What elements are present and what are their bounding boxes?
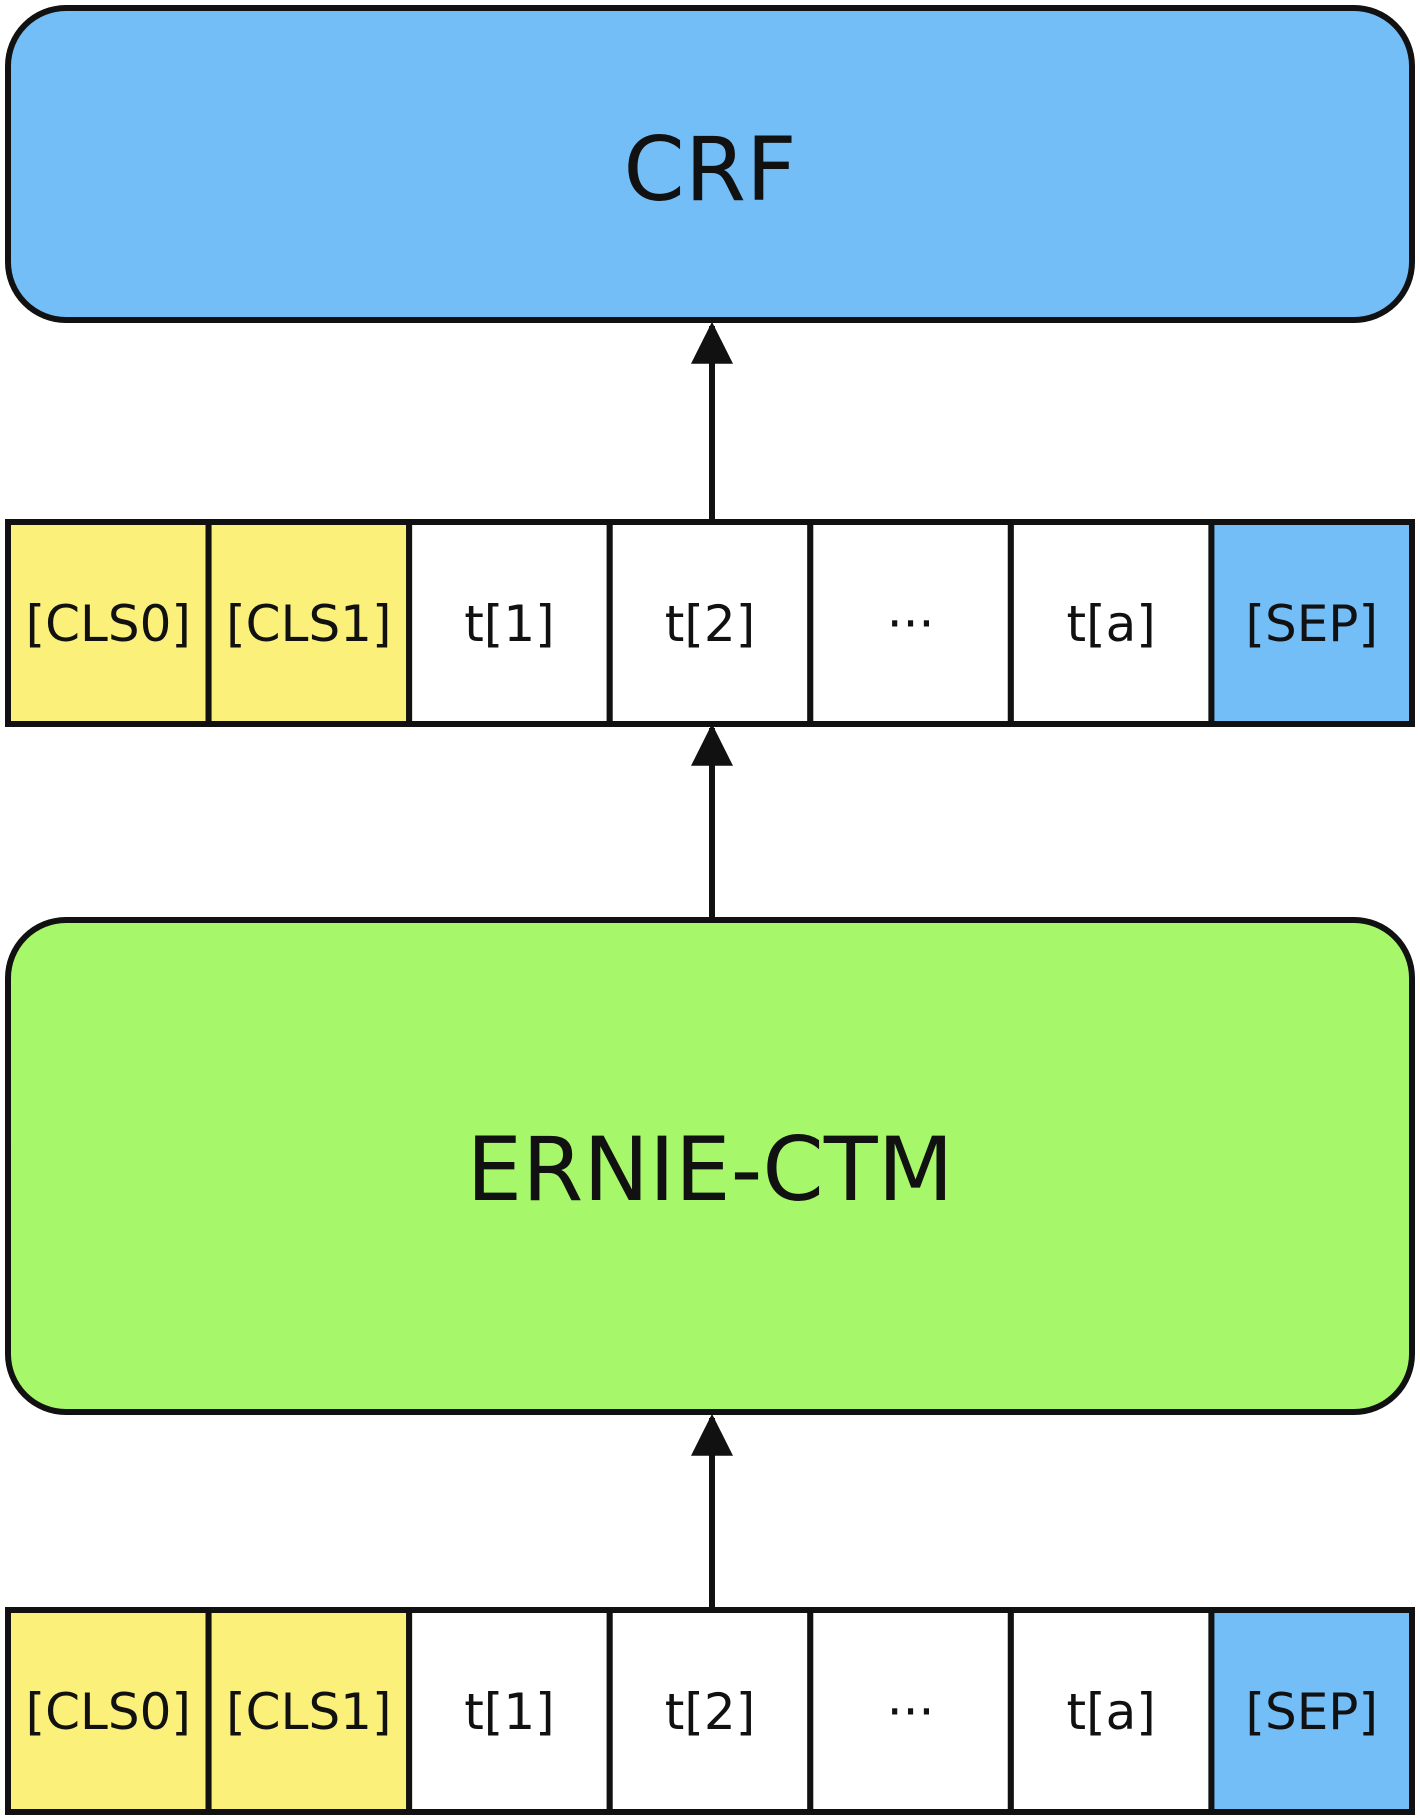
input-token-label: ··· bbox=[887, 1683, 935, 1741]
output-token-box bbox=[1007, 519, 1215, 727]
output-token-label: [CLS0] bbox=[26, 595, 191, 653]
input-token-cell: t[1] bbox=[406, 1607, 613, 1815]
input-token-cell: [CLS1] bbox=[205, 1607, 413, 1815]
input-token-label: t[a] bbox=[1067, 1683, 1156, 1741]
input-token-label: t[2] bbox=[665, 1683, 755, 1741]
input-token-label: t[1] bbox=[464, 1683, 554, 1741]
output-token-cell: t[a] bbox=[1007, 519, 1215, 727]
output-token-cell: [CLS0] bbox=[5, 519, 212, 727]
input-token-label: [CLS1] bbox=[226, 1683, 391, 1741]
crf-block-label: CRF bbox=[623, 118, 796, 221]
output-token-label: t[2] bbox=[665, 595, 755, 653]
output-token-label: [SEP] bbox=[1245, 595, 1378, 653]
input-token-box bbox=[1208, 1607, 1416, 1815]
input-token-cell: [CLS0] bbox=[5, 1607, 212, 1815]
input-token-cell: [SEP] bbox=[1208, 1607, 1416, 1815]
output-token-label: t[1] bbox=[464, 595, 554, 653]
ernie-ctm-block: ERNIE-CTM bbox=[5, 917, 1415, 1415]
output-token-label: ··· bbox=[887, 595, 935, 653]
output-token-cell: [CLS1] bbox=[205, 519, 413, 727]
output-token-box bbox=[406, 519, 613, 727]
input-token-sequence: [CLS0] [CLS1] t[1] t[2] ··· t[a] [SEP] bbox=[5, 1607, 1416, 1815]
input-token-label: [SEP] bbox=[1245, 1683, 1378, 1741]
output-token-box bbox=[205, 519, 413, 727]
ernie-ctm-block-box bbox=[5, 917, 1415, 1415]
output-token-box bbox=[1208, 519, 1416, 727]
output-token-cell: t[2] bbox=[606, 519, 814, 727]
output-token-cell: ··· bbox=[807, 519, 1014, 727]
output-token-label: [CLS1] bbox=[226, 595, 391, 653]
input-token-box bbox=[205, 1607, 413, 1815]
input-token-cell: t[a] bbox=[1007, 1607, 1215, 1815]
crf-block: CRF bbox=[5, 5, 1415, 323]
output-token-cell: t[1] bbox=[406, 519, 613, 727]
crf-block-box bbox=[5, 5, 1415, 323]
input-token-label: [CLS0] bbox=[26, 1683, 191, 1741]
input-token-box bbox=[406, 1607, 613, 1815]
input-token-box bbox=[1007, 1607, 1215, 1815]
ernie-ctm-block-label: ERNIE-CTM bbox=[466, 1118, 953, 1221]
input-token-box bbox=[606, 1607, 814, 1815]
output-token-label: t[a] bbox=[1067, 595, 1156, 653]
input-token-cell: ··· bbox=[807, 1607, 1014, 1815]
output-token-sequence: [CLS0] [CLS1] t[1] t[2] ··· t[a] [SEP] bbox=[5, 519, 1416, 727]
output-token-cell: [SEP] bbox=[1208, 519, 1416, 727]
input-token-cell: t[2] bbox=[606, 1607, 814, 1815]
output-token-box bbox=[5, 519, 212, 727]
